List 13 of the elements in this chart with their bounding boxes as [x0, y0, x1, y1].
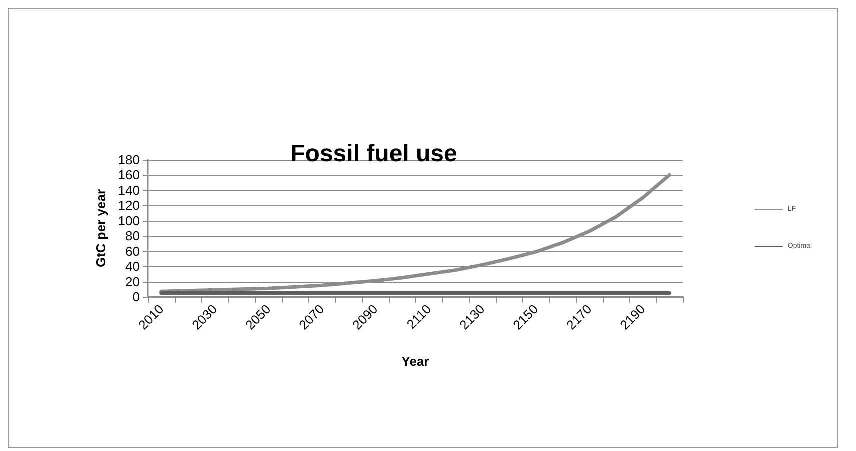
- y-tick-label: 80: [126, 228, 140, 244]
- y-tick-label: 100: [118, 213, 140, 228]
- y-tick-label: 180: [118, 152, 140, 168]
- y-tick-label: 120: [118, 198, 140, 214]
- y-tick-label: 40: [126, 259, 140, 274]
- y-axis-title: GtC per year: [93, 189, 108, 268]
- y-tick-label: 60: [126, 244, 140, 259]
- y-tick-label: 160: [118, 168, 140, 183]
- y-tick-label: 0: [132, 290, 140, 304]
- y-tick-label: 140: [118, 182, 140, 198]
- chart-title: Fossil fuel use: [290, 140, 458, 168]
- y-tick-label: 20: [126, 274, 140, 290]
- x-axis-title: Year: [402, 354, 430, 369]
